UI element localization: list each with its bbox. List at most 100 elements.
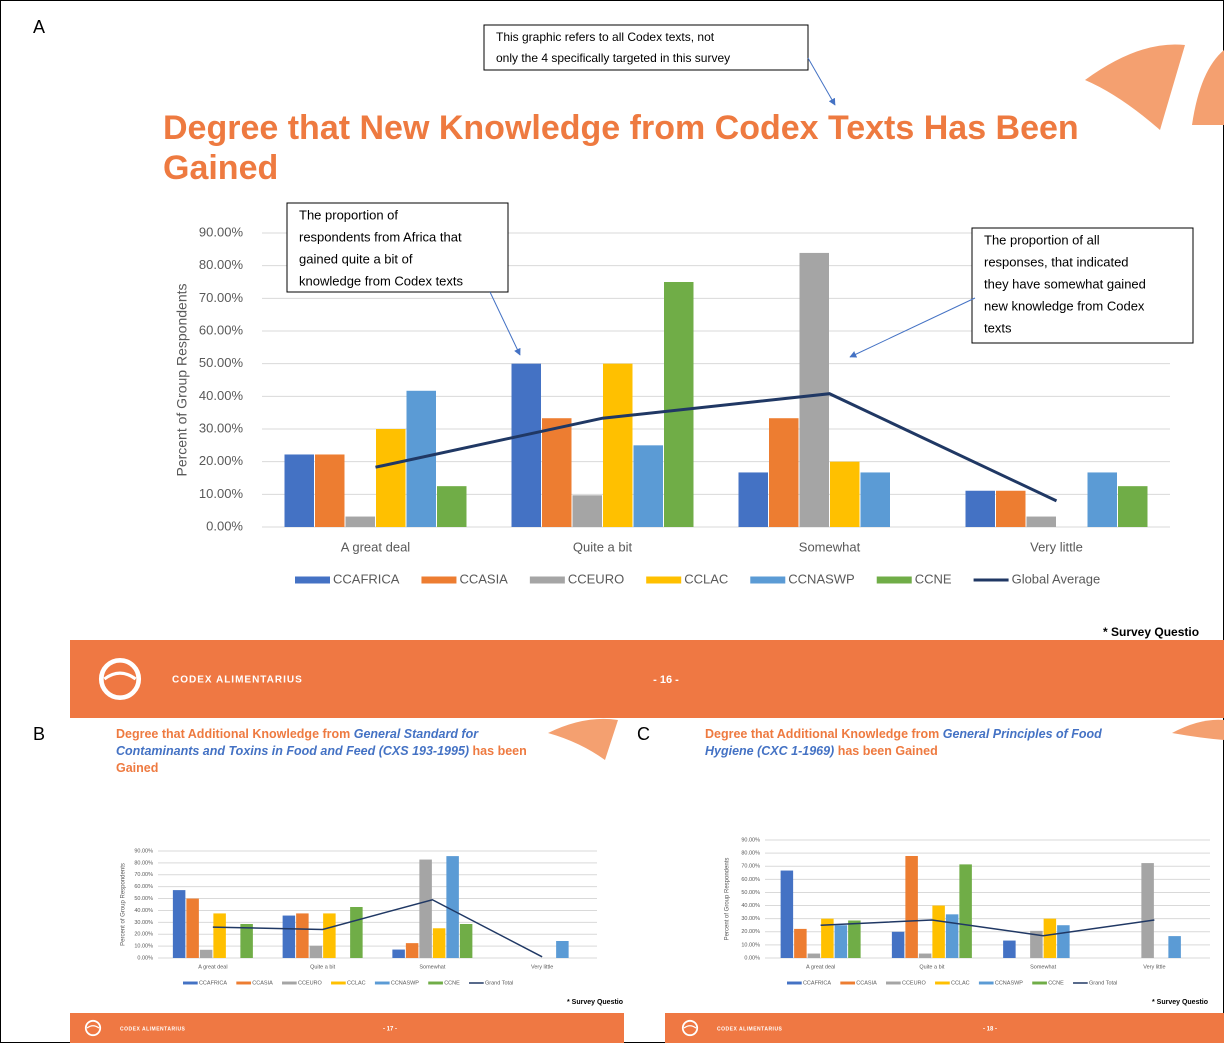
annotation-text: respondents from Africa that (299, 229, 462, 244)
bar (664, 282, 694, 527)
bar (1088, 472, 1118, 527)
x-tick-label: Somewhat (799, 539, 861, 554)
bar (892, 932, 905, 958)
bar (959, 864, 972, 958)
legend-label: CCNE (444, 980, 460, 986)
annotation-text: they have somewhat gained (984, 276, 1146, 291)
legend-label: CCAFRICA (333, 571, 400, 586)
bar (392, 950, 405, 958)
y-tick-label: 20.00% (134, 932, 153, 938)
bar (946, 914, 959, 958)
legend-label: CCAFRICA (199, 980, 227, 986)
legend-label: CCNASWP (391, 980, 419, 986)
bar (446, 856, 459, 958)
bar (512, 364, 542, 527)
bar (996, 491, 1026, 527)
legend-swatch (1032, 982, 1047, 985)
y-tick-label: 40.00% (199, 388, 244, 403)
bar (573, 495, 603, 527)
title-segment: Degree that Additional Knowledge from (705, 727, 943, 741)
title-segment: Gained (163, 149, 278, 187)
bar (781, 871, 794, 958)
figure: ADegree that New Knowledge from Codex Te… (0, 0, 1224, 1043)
legend-label: CCASIA (459, 571, 508, 586)
brand: CODEX ALIMENTARIUS (172, 675, 303, 686)
x-tick-label: Very little (1143, 964, 1165, 970)
annotation-text: texts (984, 320, 1012, 335)
bar (240, 924, 253, 958)
annotation-text: only the 4 specifically targeted in this… (496, 51, 730, 65)
legend-swatch (787, 982, 802, 985)
bar (966, 491, 996, 527)
y-tick-label: 40.00% (134, 908, 153, 914)
bar (769, 418, 799, 527)
annotation-text: knowledge from Codex texts (299, 273, 464, 288)
legend-swatch (331, 982, 346, 985)
x-tick-label: Somewhat (419, 964, 445, 970)
legend-label: CCAFRICA (803, 980, 831, 986)
bar (603, 364, 633, 527)
page-number: - 16 - (653, 674, 679, 686)
y-tick-label: 10.00% (199, 486, 244, 501)
bar (1141, 863, 1154, 958)
chart-title: Degree that Additional Knowledge from Ge… (705, 727, 1102, 741)
title-segment: Hygiene (CXC 1-1969) (705, 744, 834, 758)
legend-swatch (530, 577, 565, 584)
bar (1027, 517, 1057, 527)
bar (346, 517, 376, 527)
bar (634, 445, 664, 527)
bar (213, 913, 226, 958)
page-number: - 17 - (383, 1027, 397, 1033)
x-tick-label: A great deal (341, 539, 410, 554)
bar (830, 462, 860, 527)
footnote: * Survey Questio (567, 999, 623, 1006)
bar (794, 929, 807, 958)
chart-title: Degree that Additional Knowledge from Ge… (116, 727, 479, 741)
legend-label: CCNE (915, 571, 952, 586)
legend-label: CCLAC (684, 571, 728, 586)
y-tick-label: 0.00% (137, 955, 153, 961)
y-tick-label: 20.00% (741, 929, 760, 935)
legend-label: CCEURO (568, 571, 624, 586)
bar (1057, 925, 1070, 958)
y-tick-label: 90.00% (199, 224, 244, 239)
x-tick-label: Very little (531, 964, 553, 970)
bar (200, 950, 213, 958)
legend-label: CCEURO (902, 980, 927, 986)
legend-swatch (282, 982, 297, 985)
y-tick-label: 90.00% (134, 848, 153, 854)
y-tick-label: 40.00% (741, 903, 760, 909)
y-tick-label: 50.00% (741, 890, 760, 896)
bar (296, 913, 309, 958)
y-tick-label: 20.00% (199, 453, 244, 468)
y-axis-label: Percent of Group Respondents (174, 283, 190, 476)
y-axis-label: Percent of Group Respondents (725, 858, 731, 941)
bar (808, 954, 821, 958)
legend-label: CCNASWP (995, 980, 1023, 986)
bar (848, 921, 861, 958)
brand: CODEX ALIMENTARIUS (120, 1026, 186, 1032)
bar (310, 946, 323, 958)
legend-swatch (375, 982, 390, 985)
y-tick-label: 30.00% (741, 916, 760, 922)
bar (1003, 941, 1016, 958)
legend-swatch (979, 982, 994, 985)
chart-title: Hygiene (CXC 1-1969) has been Gained (705, 744, 938, 758)
x-tick-label: Quite a bit (573, 539, 633, 554)
bar (283, 916, 296, 958)
y-tick-label: 0.00% (206, 518, 243, 533)
title-segment: General Standard for (354, 727, 479, 741)
y-tick-label: 60.00% (199, 322, 244, 337)
y-axis-label: Percent of Group Respondents (121, 863, 127, 946)
footnote: * Survey Questio (1152, 999, 1208, 1006)
bar (542, 418, 572, 527)
y-tick-label: 80.00% (199, 257, 244, 272)
bar (800, 253, 830, 527)
bar (406, 943, 419, 958)
annotation-text: The proportion of (299, 207, 398, 222)
legend-swatch (840, 982, 855, 985)
panel-label: A (33, 17, 45, 37)
y-tick-label: 90.00% (741, 837, 760, 843)
bar (186, 899, 199, 958)
title-segment: has been (469, 744, 527, 758)
